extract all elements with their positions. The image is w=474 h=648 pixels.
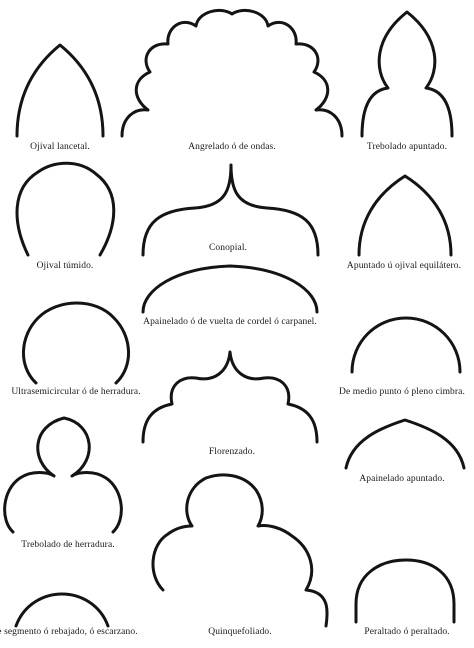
label-ojival-tumido: Ojival túmido. [36, 261, 94, 271]
arch-ojival-tumido [15, 161, 116, 257]
label-medio-punto: De medio punto ó pleno cimbra. [339, 387, 465, 397]
label-angrelado: Angrelado ó de ondas. [188, 142, 276, 152]
arch-medio-punto [350, 316, 462, 374]
arch-ultrasemicircular [22, 301, 130, 385]
arch-apuntado-equilatero [357, 174, 453, 257]
arch-florenzado [141, 350, 319, 444]
arch-segmento [14, 592, 110, 628]
label-ultrasemicircular: Ultrasemicircular ó de herradura. [11, 387, 141, 397]
label-apainelado-apuntado: Apainelado apuntado. [359, 474, 445, 484]
label-peraltado: Peraltado ó peraltado. [364, 627, 450, 637]
label-apuntado-equilatero: Apuntado ú ojival equilátero. [346, 261, 462, 271]
arch-apainelado-apuntado [344, 418, 466, 470]
label-quinquefoliado: Quinquefoliado. [208, 627, 272, 637]
label-apainelado-carpanel: Apainelado ó de vuelta de cordel ó carpa… [143, 317, 317, 327]
label-trebolado-apuntado: Trebolado apuntado. [366, 142, 448, 152]
arch-quinquefoliado [151, 473, 329, 628]
label-conopial: Conopial. [208, 243, 248, 253]
arch-trebolado-apuntado [360, 10, 454, 138]
arch-trebolado-herradura [3, 416, 123, 534]
label-ojival-lancetal: Ojival lancetal. [30, 142, 90, 152]
arch-conopial [141, 163, 320, 257]
arch-apainelado-carpanel [141, 264, 319, 314]
label-florenzado: Florenzado. [208, 447, 256, 457]
label-segmento: De segmento ó rebajado, ó escarzano. [0, 627, 138, 637]
arch-ojival-lancetal [15, 43, 105, 138]
label-trebolado-herradura: Trebolado de herradura. [21, 540, 115, 550]
arch-peraltado [354, 558, 456, 624]
arch-angrelado [120, 9, 344, 138]
